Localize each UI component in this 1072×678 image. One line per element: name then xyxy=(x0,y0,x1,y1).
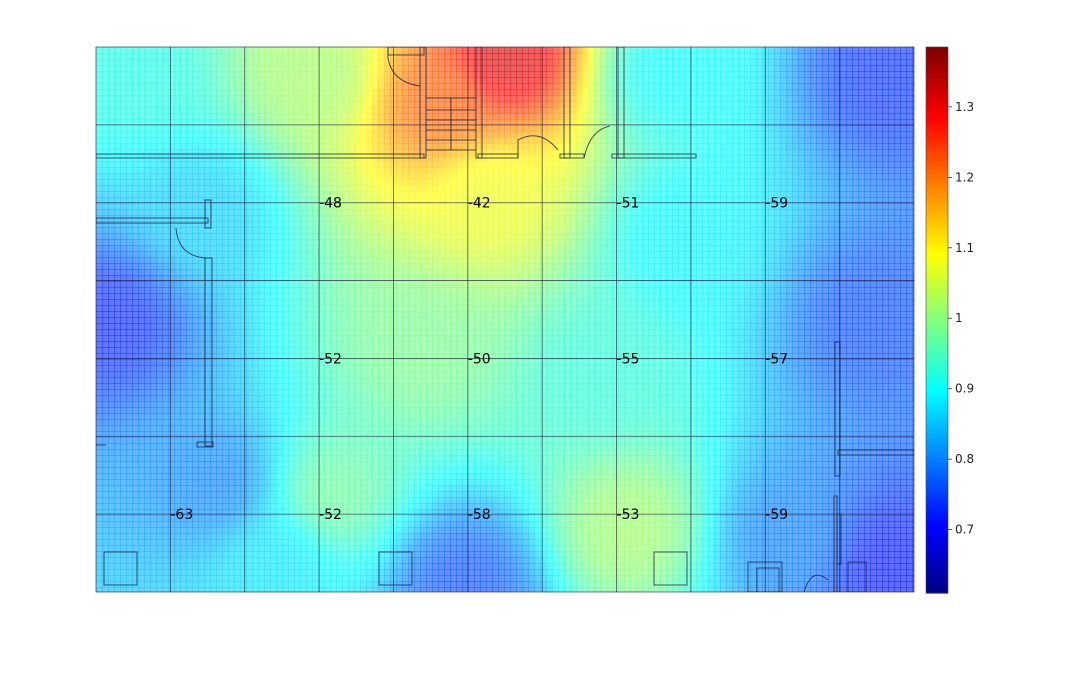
colorbar-frame xyxy=(925,46,949,594)
colorbar-tick-label: 1 xyxy=(955,311,963,325)
measurement-label: -59 xyxy=(765,507,788,523)
heatmap-field xyxy=(96,47,914,592)
colorbar: 0.7 0.8 0.9 1 1.1 1.2 1.3 xyxy=(925,46,974,594)
measurement-label: -55 xyxy=(617,351,640,367)
measurement-label: -52 xyxy=(319,507,342,523)
grid-lines xyxy=(96,47,914,592)
colorbar-tick-label: 0.8 xyxy=(955,452,974,466)
measurement-label: -58 xyxy=(468,507,491,523)
colorbar-tick-label: 0.9 xyxy=(955,382,974,396)
measurement-label: -48 xyxy=(319,196,342,212)
measurement-label: -59 xyxy=(765,196,788,212)
measurement-label: -50 xyxy=(468,351,491,367)
measurement-label: -51 xyxy=(617,196,640,212)
floorplan-overlay xyxy=(96,47,914,592)
colorbar-tick-label: 1.1 xyxy=(955,241,974,255)
measurement-labels: -48 -42 -51 -59 -52 -50 -55 -57 -63 -52 -58 -53 -59 xyxy=(170,196,788,523)
measurement-label: -63 xyxy=(170,507,193,523)
colorbar-tick-label: 0.7 xyxy=(955,523,974,537)
measurement-label: -57 xyxy=(765,351,788,367)
colorbar-tick-label: 1.2 xyxy=(955,170,974,184)
measurement-label: -53 xyxy=(617,507,640,523)
measurement-label: -42 xyxy=(468,196,491,212)
colorbar-tick-label: 1.3 xyxy=(955,100,974,114)
measurement-label: -52 xyxy=(319,351,342,367)
plot-frame xyxy=(95,46,915,593)
